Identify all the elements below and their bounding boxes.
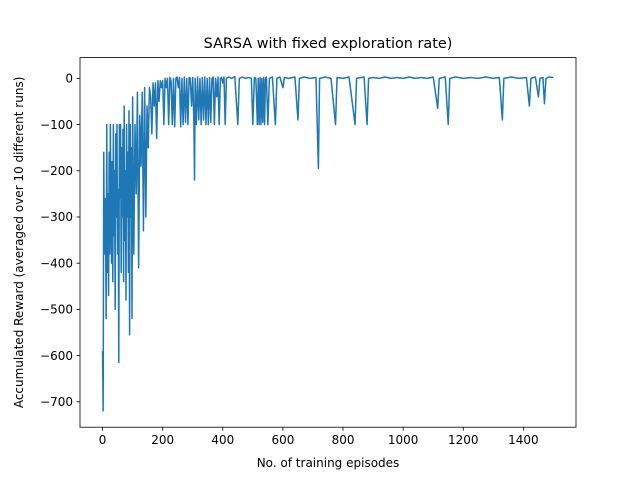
x-tick-label: 800 (332, 433, 355, 447)
x-tick-label: 600 (271, 433, 294, 447)
y-axis-ticks: 0 −100 −200 −300 −400 −500 −600 −700 (40, 72, 80, 409)
x-tick-label: 1400 (508, 433, 539, 447)
y-tick-label: −600 (40, 349, 73, 363)
x-axis-label: No. of training episodes (257, 456, 400, 470)
y-tick-label: −400 (40, 256, 73, 270)
x-tick-label: 400 (211, 433, 234, 447)
y-tick-label: −300 (40, 210, 73, 224)
y-tick-label: −700 (40, 395, 73, 409)
x-tick-label: 200 (151, 433, 174, 447)
y-tick-label: 0 (65, 72, 73, 86)
y-tick-label: −100 (40, 118, 73, 132)
x-tick-label: 1200 (448, 433, 479, 447)
x-axis-ticks: 0 200 400 600 800 1000 1200 1400 (99, 427, 539, 447)
y-tick-label: −500 (40, 303, 73, 317)
x-tick-label: 0 (99, 433, 107, 447)
chart-title: SARSA with fixed exploration rate) (204, 36, 453, 52)
plot-area (101, 75, 554, 412)
y-axis-label: Accumulated Reward (averaged over 10 dif… (12, 77, 26, 409)
axes-frame (79, 57, 577, 428)
y-tick-label: −200 (40, 164, 73, 178)
x-tick-label: 1000 (388, 433, 419, 447)
series-line-0 (101, 75, 554, 412)
